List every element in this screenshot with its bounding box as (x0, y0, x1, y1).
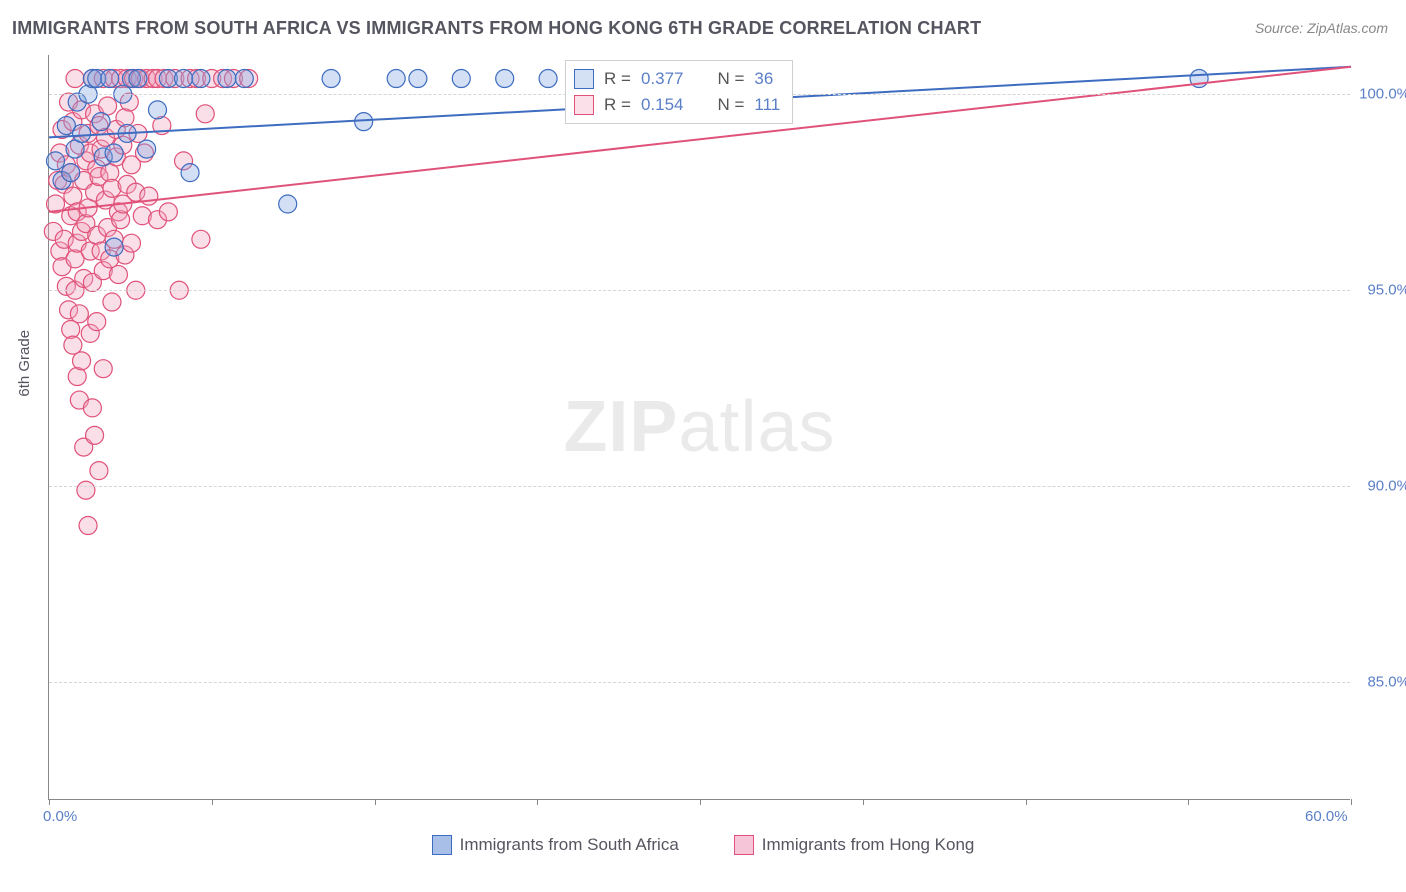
legend-r-label: R = (604, 92, 631, 118)
series-legend-item: Immigrants from Hong Kong (734, 835, 975, 855)
data-point (73, 352, 91, 370)
data-point (105, 144, 123, 162)
x-tick-label: 0.0% (43, 808, 77, 825)
plot-area: ZIPatlas 85.0%90.0%95.0%100.0% (48, 55, 1350, 800)
x-tick (1351, 799, 1352, 805)
y-tick-label: 85.0% (1367, 674, 1406, 691)
data-point (73, 124, 91, 142)
data-point (149, 101, 167, 119)
x-tick (1026, 799, 1027, 805)
series-legend-label: Immigrants from South Africa (460, 835, 679, 855)
data-point (322, 70, 340, 88)
legend-r-value: 0.154 (641, 92, 684, 118)
data-point (218, 70, 236, 88)
x-tick (212, 799, 213, 805)
stats-legend: R = 0.377 N = 36 R = 0.154 N = 111 (565, 60, 793, 124)
data-point (70, 305, 88, 323)
series-legend: Immigrants from South Africa Immigrants f… (0, 835, 1406, 855)
data-point (496, 70, 514, 88)
data-point (181, 164, 199, 182)
scatter-svg (49, 55, 1350, 799)
data-point (86, 426, 104, 444)
gridline (49, 486, 1350, 487)
x-tick (375, 799, 376, 805)
y-axis-label: 6th Grade (16, 330, 33, 397)
data-point (94, 360, 112, 378)
legend-swatch (432, 835, 452, 855)
data-point (90, 462, 108, 480)
x-tick (700, 799, 701, 805)
data-point (64, 336, 82, 354)
data-point (196, 105, 214, 123)
data-point (192, 230, 210, 248)
legend-row: R = 0.154 N = 111 (574, 92, 780, 118)
data-point (103, 293, 121, 311)
data-point (105, 238, 123, 256)
legend-row: R = 0.377 N = 36 (574, 66, 780, 92)
source-credit: Source: ZipAtlas.com (1255, 20, 1388, 36)
x-tick (49, 799, 50, 805)
data-point (129, 70, 147, 88)
legend-n-label: N = (717, 92, 744, 118)
data-point (62, 164, 80, 182)
series-legend-item: Immigrants from South Africa (432, 835, 679, 855)
data-point (192, 70, 210, 88)
data-point (452, 70, 470, 88)
legend-swatch (574, 69, 594, 89)
legend-n-value: 111 (754, 92, 780, 118)
x-tick (863, 799, 864, 805)
x-tick (1188, 799, 1189, 805)
data-point (79, 517, 97, 535)
data-point (112, 211, 130, 229)
data-point (355, 113, 373, 131)
data-point (83, 399, 101, 417)
data-point (66, 70, 84, 88)
data-point (101, 70, 119, 88)
y-tick-label: 95.0% (1367, 282, 1406, 299)
data-point (235, 70, 253, 88)
data-point (175, 70, 193, 88)
x-tick (537, 799, 538, 805)
data-point (47, 152, 65, 170)
x-tick-label: 60.0% (1305, 808, 1348, 825)
data-point (387, 70, 405, 88)
data-point (88, 313, 106, 331)
data-point (92, 113, 110, 131)
legend-swatch (734, 835, 754, 855)
data-point (138, 140, 156, 158)
legend-r-label: R = (604, 66, 631, 92)
legend-swatch (574, 95, 594, 115)
data-point (539, 70, 557, 88)
data-point (109, 266, 127, 284)
data-point (122, 234, 140, 252)
legend-n-value: 36 (754, 66, 773, 92)
y-tick-label: 100.0% (1359, 86, 1406, 103)
data-point (140, 187, 158, 205)
y-tick-label: 90.0% (1367, 478, 1406, 495)
data-point (62, 320, 80, 338)
gridline (49, 290, 1350, 291)
chart-title: IMMIGRANTS FROM SOUTH AFRICA VS IMMIGRAN… (12, 18, 981, 39)
series-legend-label: Immigrants from Hong Kong (762, 835, 975, 855)
legend-n-label: N = (717, 66, 744, 92)
gridline (49, 682, 1350, 683)
data-point (279, 195, 297, 213)
data-point (77, 481, 95, 499)
legend-r-value: 0.377 (641, 66, 684, 92)
data-point (159, 203, 177, 221)
data-point (409, 70, 427, 88)
